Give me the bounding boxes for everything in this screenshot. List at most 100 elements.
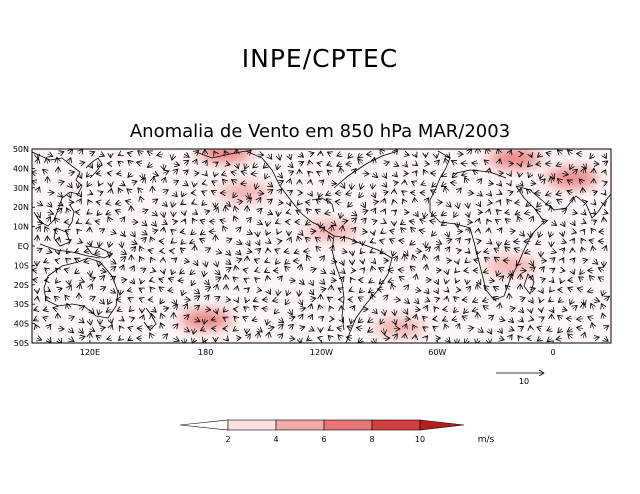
wind-vector <box>551 177 552 184</box>
wind-vector <box>87 173 90 177</box>
wind-vector <box>152 173 159 175</box>
wind-vector <box>192 338 194 343</box>
wind-vector <box>300 154 304 157</box>
wind-vector <box>327 164 331 166</box>
wind-vector <box>171 230 174 232</box>
wind-vector <box>478 313 479 319</box>
wind-vector <box>184 315 189 319</box>
wind-vector <box>75 270 79 273</box>
wind-vector <box>300 264 302 271</box>
wind-vector <box>141 210 148 213</box>
wind-vector <box>152 314 153 319</box>
wind-vector <box>275 222 278 224</box>
wind-vector <box>205 211 210 212</box>
wind-vector <box>226 251 231 255</box>
wind-vector <box>192 218 194 222</box>
wind-vector <box>594 168 595 173</box>
wind-vector <box>541 279 545 281</box>
wind-vector <box>69 183 73 188</box>
wind-vector <box>593 300 600 302</box>
wind-vector <box>162 171 169 174</box>
wind-vector <box>415 154 417 157</box>
wind-vector <box>237 227 241 232</box>
wind-vector <box>447 154 451 158</box>
wind-vector <box>467 280 468 284</box>
wind-vector <box>402 191 405 193</box>
wind-vector <box>447 290 449 292</box>
wind-vector <box>315 237 320 241</box>
wind-vector <box>289 190 292 192</box>
wind-vector <box>583 332 585 339</box>
wind-vector <box>278 212 279 216</box>
wind-vector <box>325 212 332 214</box>
wind-vector <box>331 245 334 251</box>
wind-vector <box>310 304 312 309</box>
wind-vector <box>247 288 249 290</box>
wind-vector <box>48 251 53 253</box>
wind-vector <box>405 154 410 155</box>
wind-vector <box>531 154 532 158</box>
wind-vector <box>147 164 152 168</box>
wind-vector <box>183 300 190 301</box>
wind-vector <box>99 270 106 272</box>
wind-vector <box>601 304 604 310</box>
wind-vector <box>468 202 469 209</box>
wind-vector <box>433 326 436 328</box>
wind-vector <box>581 238 583 241</box>
wind-vector <box>447 203 452 208</box>
wind-vector <box>173 338 180 341</box>
anomaly-region <box>218 182 271 201</box>
wind-vector <box>68 172 75 174</box>
wind-vector <box>380 149 384 154</box>
wind-vector <box>247 251 252 252</box>
wind-vector <box>373 158 375 164</box>
wind-vector <box>132 318 135 319</box>
wind-vector <box>516 261 520 266</box>
wind-vector <box>431 232 436 237</box>
wind-vector <box>195 319 201 322</box>
wind-vector <box>384 295 388 300</box>
wind-vector <box>120 290 121 295</box>
wind-vector <box>468 286 471 290</box>
wind-vector <box>414 198 415 203</box>
wind-vector <box>520 183 523 186</box>
wind-vector <box>190 241 195 243</box>
wind-vector <box>531 267 536 270</box>
wind-vector <box>34 309 37 310</box>
wind-vector <box>399 276 404 280</box>
wind-vector <box>86 222 90 224</box>
wind-vector <box>191 280 194 286</box>
wind-vector <box>489 228 490 232</box>
wind-vector <box>37 338 42 340</box>
wind-vector <box>499 193 502 195</box>
wind-vector <box>537 327 541 329</box>
wind-vector <box>139 298 142 299</box>
wind-vector <box>589 240 594 241</box>
wind-vector <box>195 290 200 294</box>
wind-vector <box>604 161 608 164</box>
wind-vector <box>410 241 415 245</box>
wind-vector <box>562 241 566 243</box>
wind-vector <box>172 153 174 160</box>
wind-vector <box>573 305 578 309</box>
wind-vector <box>531 261 534 266</box>
wind-vector <box>90 241 92 246</box>
wind-vector <box>90 309 95 314</box>
wind-vector <box>327 152 331 154</box>
wind-vector <box>478 218 480 222</box>
wind-vector <box>159 279 163 280</box>
wind-vector <box>446 280 447 284</box>
wind-vector <box>394 210 397 212</box>
wind-vector <box>394 164 399 167</box>
wind-vector <box>394 318 396 325</box>
wind-vector <box>583 260 588 261</box>
wind-vector <box>53 308 58 310</box>
wind-vector <box>577 288 584 290</box>
wind-vector <box>54 229 58 231</box>
wind-vector <box>220 220 227 222</box>
wind-vector <box>205 160 207 164</box>
wind-vector <box>69 285 72 290</box>
wind-vector <box>505 285 509 290</box>
wind-vector <box>69 329 74 333</box>
wind-vector <box>484 286 489 290</box>
